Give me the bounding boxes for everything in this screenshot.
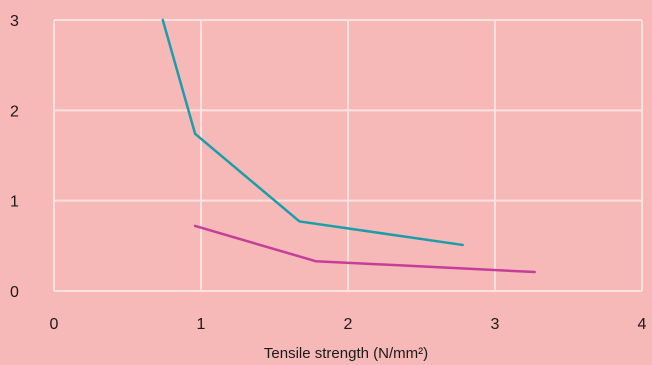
x-tick-label: 0 [50,316,59,333]
series-line-2 [193,224,536,274]
grid [53,19,643,292]
y-tick-label: 2 [10,103,19,120]
series-group [161,18,536,274]
y-tick-label: 1 [10,194,19,211]
y-tick-label: 3 [10,13,19,30]
x-tick-label: 2 [344,316,353,333]
y-tick-label: 0 [10,284,19,301]
x-tick-label: 1 [197,316,206,333]
series-line-1 [161,18,464,247]
tick-labels: 0 1 2 3 4 0 1 2 3 [10,13,647,333]
x-tick-label: 4 [638,316,647,333]
x-tick-label: 3 [491,316,500,333]
x-axis-label: Tensile strength (N/mm²) [264,345,428,362]
